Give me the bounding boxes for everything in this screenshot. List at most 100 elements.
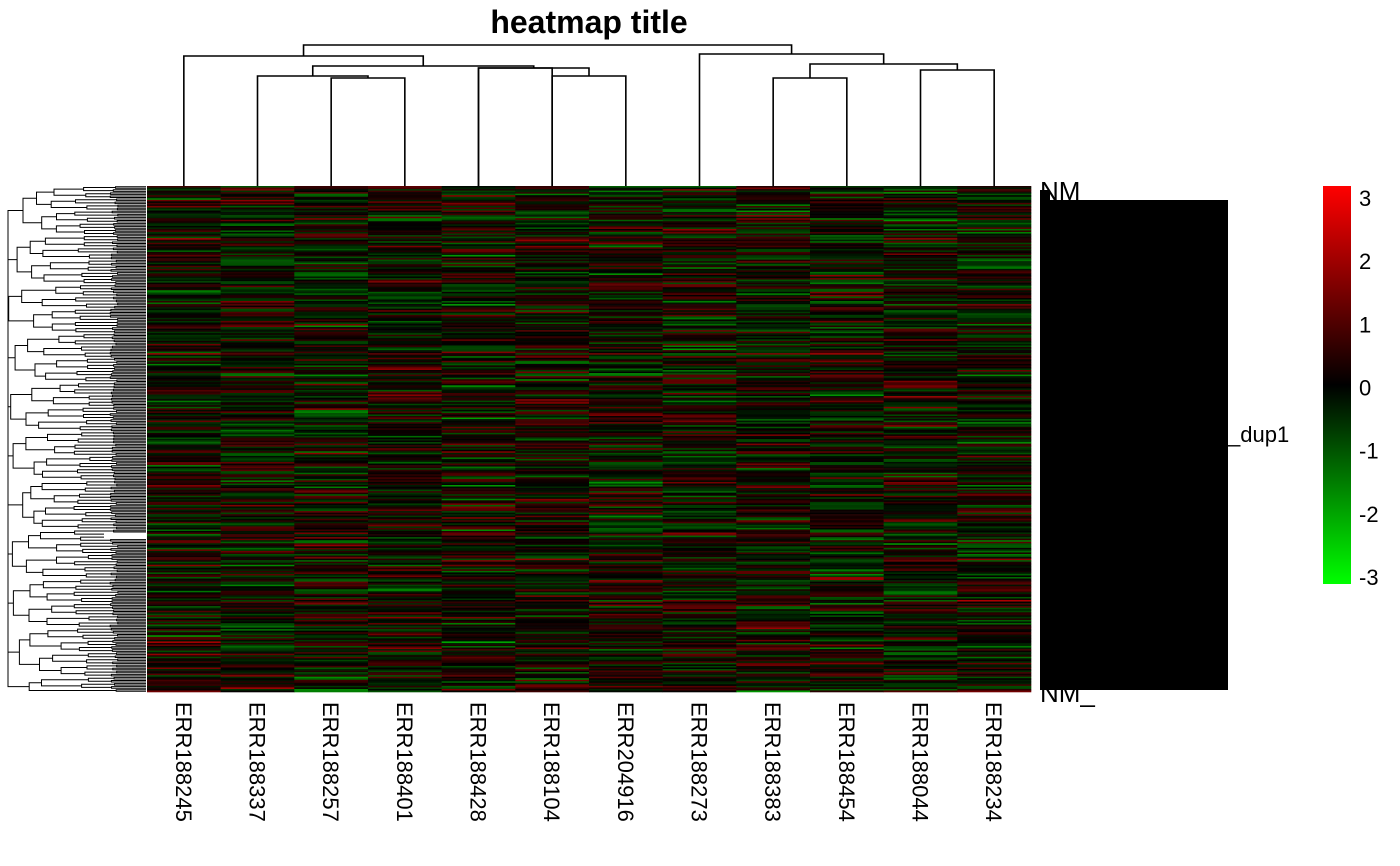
heatmap-cell	[662, 462, 737, 464]
heatmap-cell	[589, 534, 663, 536]
dendrogram-link	[114, 477, 146, 481]
heatmap-cell	[883, 598, 958, 601]
heatmap-cell	[736, 324, 811, 326]
heatmap-cell	[294, 590, 369, 593]
heatmap-cell	[589, 274, 663, 277]
heatmap-cell	[147, 659, 221, 662]
heatmap-cell	[147, 462, 221, 464]
heatmap-cell	[147, 311, 221, 314]
heatmap-cell	[810, 669, 884, 671]
heatmap-cell	[294, 256, 369, 259]
heatmap-cell	[736, 644, 811, 647]
heatmap-cell	[957, 626, 1032, 628]
heatmap-cell	[294, 531, 369, 533]
heatmap-cell	[515, 310, 590, 313]
heatmap-cell	[589, 343, 663, 346]
heatmap-cell	[589, 480, 663, 483]
dendrogram-link	[83, 414, 114, 418]
heatmap-cell	[220, 457, 295, 460]
heatmap-cell	[515, 550, 590, 553]
heatmap-cell	[220, 353, 295, 355]
heatmap-cell	[883, 627, 958, 630]
heatmap-cell	[220, 196, 295, 199]
heatmap-cell	[662, 578, 737, 581]
heatmap-cell	[294, 276, 369, 279]
heatmap-cell	[736, 301, 811, 303]
heatmap-cell	[220, 613, 295, 616]
heatmap-cell	[294, 489, 369, 492]
heatmap-cell	[515, 642, 590, 645]
heatmap-cell	[957, 653, 1032, 656]
heatmap-cell	[957, 403, 1032, 406]
heatmap-cell	[810, 590, 884, 593]
heatmap-cell	[736, 670, 811, 673]
heatmap-cell	[147, 408, 221, 411]
heatmap-cell	[147, 201, 221, 204]
dendrogram-link	[42, 568, 87, 576]
heatmap-cell	[220, 245, 295, 248]
heatmap-cell	[589, 506, 663, 509]
heatmap-cell	[220, 403, 295, 406]
heatmap-cell	[368, 225, 442, 228]
heatmap-cell	[515, 566, 590, 569]
heatmap-cell	[294, 258, 369, 260]
dendrogram-link	[477, 67, 590, 186]
column-dendrogram	[183, 44, 995, 186]
heatmap-cell	[220, 581, 295, 584]
heatmap-cell	[589, 248, 663, 251]
heatmap-cell	[368, 342, 442, 345]
heatmap-cell	[883, 311, 958, 314]
heatmap-cell	[662, 325, 737, 328]
heatmap-cell	[368, 426, 442, 429]
heatmap-cell	[220, 285, 295, 288]
heatmap-cell	[368, 210, 442, 213]
heatmap-cell	[147, 192, 221, 194]
heatmap-cell	[883, 261, 958, 263]
heatmap-cell	[220, 584, 295, 587]
heatmap-cell	[368, 480, 442, 483]
heatmap-cell	[294, 350, 369, 352]
heatmap-cell	[810, 264, 884, 267]
heatmap-cell	[368, 577, 442, 579]
heatmap-cell	[147, 193, 221, 196]
heatmap-cell	[147, 391, 221, 394]
heatmap-cell	[883, 215, 958, 217]
heatmap-cell	[883, 187, 958, 190]
heatmap-cell	[441, 279, 516, 282]
heatmap-cell	[883, 299, 958, 302]
heatmap-cell	[810, 573, 884, 576]
heatmap-cell	[147, 560, 221, 562]
heatmap-cell	[589, 584, 663, 587]
heatmap-cell	[883, 212, 958, 214]
heatmap-cell	[147, 664, 221, 667]
heatmap-cell	[515, 205, 590, 208]
heatmap-cell	[662, 659, 737, 662]
heatmap-cell	[368, 547, 442, 550]
heatmap-cell	[589, 262, 663, 265]
heatmap-cell	[957, 343, 1032, 346]
dendrogram-link	[56, 544, 83, 552]
heatmap-cell	[441, 297, 516, 300]
heatmap-cell	[441, 498, 516, 501]
heatmap-cell	[736, 675, 811, 677]
dendrogram-link	[7, 504, 23, 555]
heatmap-cell	[220, 399, 295, 401]
heatmap-cell	[368, 213, 442, 216]
heatmap-cell	[883, 445, 958, 447]
heatmap-cell	[589, 416, 663, 418]
heatmap-cell	[515, 353, 590, 355]
heatmap-cell	[589, 247, 663, 250]
heatmap-cell	[515, 612, 590, 615]
heatmap-cell	[515, 343, 590, 346]
heatmap-cell	[883, 644, 958, 647]
heatmap-cell	[294, 379, 369, 382]
heatmap-cell	[810, 678, 884, 681]
heatmap-cell	[589, 287, 663, 290]
heatmap-cell	[147, 232, 221, 234]
heatmap-cell	[736, 388, 811, 391]
heatmap-cell	[515, 661, 590, 664]
heatmap-cell	[662, 403, 737, 406]
dendrogram-link	[115, 453, 146, 456]
heatmap-cell	[368, 322, 442, 325]
heatmap-cell	[368, 682, 442, 685]
